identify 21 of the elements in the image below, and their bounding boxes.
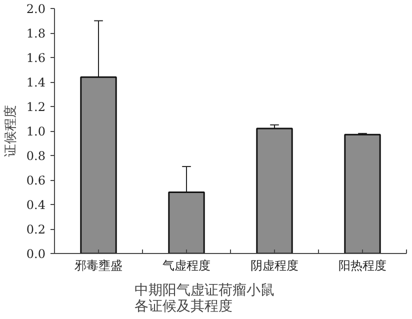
y-tick-label: 0.4 [26, 198, 46, 212]
y-tick-label: 0.0 [26, 247, 46, 261]
text: 中期阳气虚证荷瘤小鼠各证候及其程度 [134, 282, 274, 314]
x-tick-label: 气虚程度 [162, 258, 210, 272]
y-tick-label: 0.6 [26, 174, 46, 188]
y-tick-label: 0.8 [26, 149, 46, 163]
x-tick-label: 阳热程度 [338, 258, 386, 272]
y-tick-label: 1.6 [26, 51, 46, 65]
x-tick-label: 阴虚程度 [250, 258, 298, 272]
x-tick-label: 邪毒壅盛 [74, 258, 122, 272]
y-tick-label: 1.0 [26, 124, 46, 138]
bar [168, 192, 205, 254]
bar [256, 128, 293, 254]
y-tick-label: 1.8 [26, 26, 46, 40]
bar [80, 76, 117, 254]
y-tick-label: 2.0 [26, 2, 46, 16]
y-tick-label: 0.2 [26, 222, 46, 236]
bar [344, 134, 381, 254]
y-axis-title: 证候程度 [2, 105, 18, 157]
y-tick-label: 1.2 [26, 100, 46, 114]
y-tick-label: 1.4 [26, 76, 46, 90]
